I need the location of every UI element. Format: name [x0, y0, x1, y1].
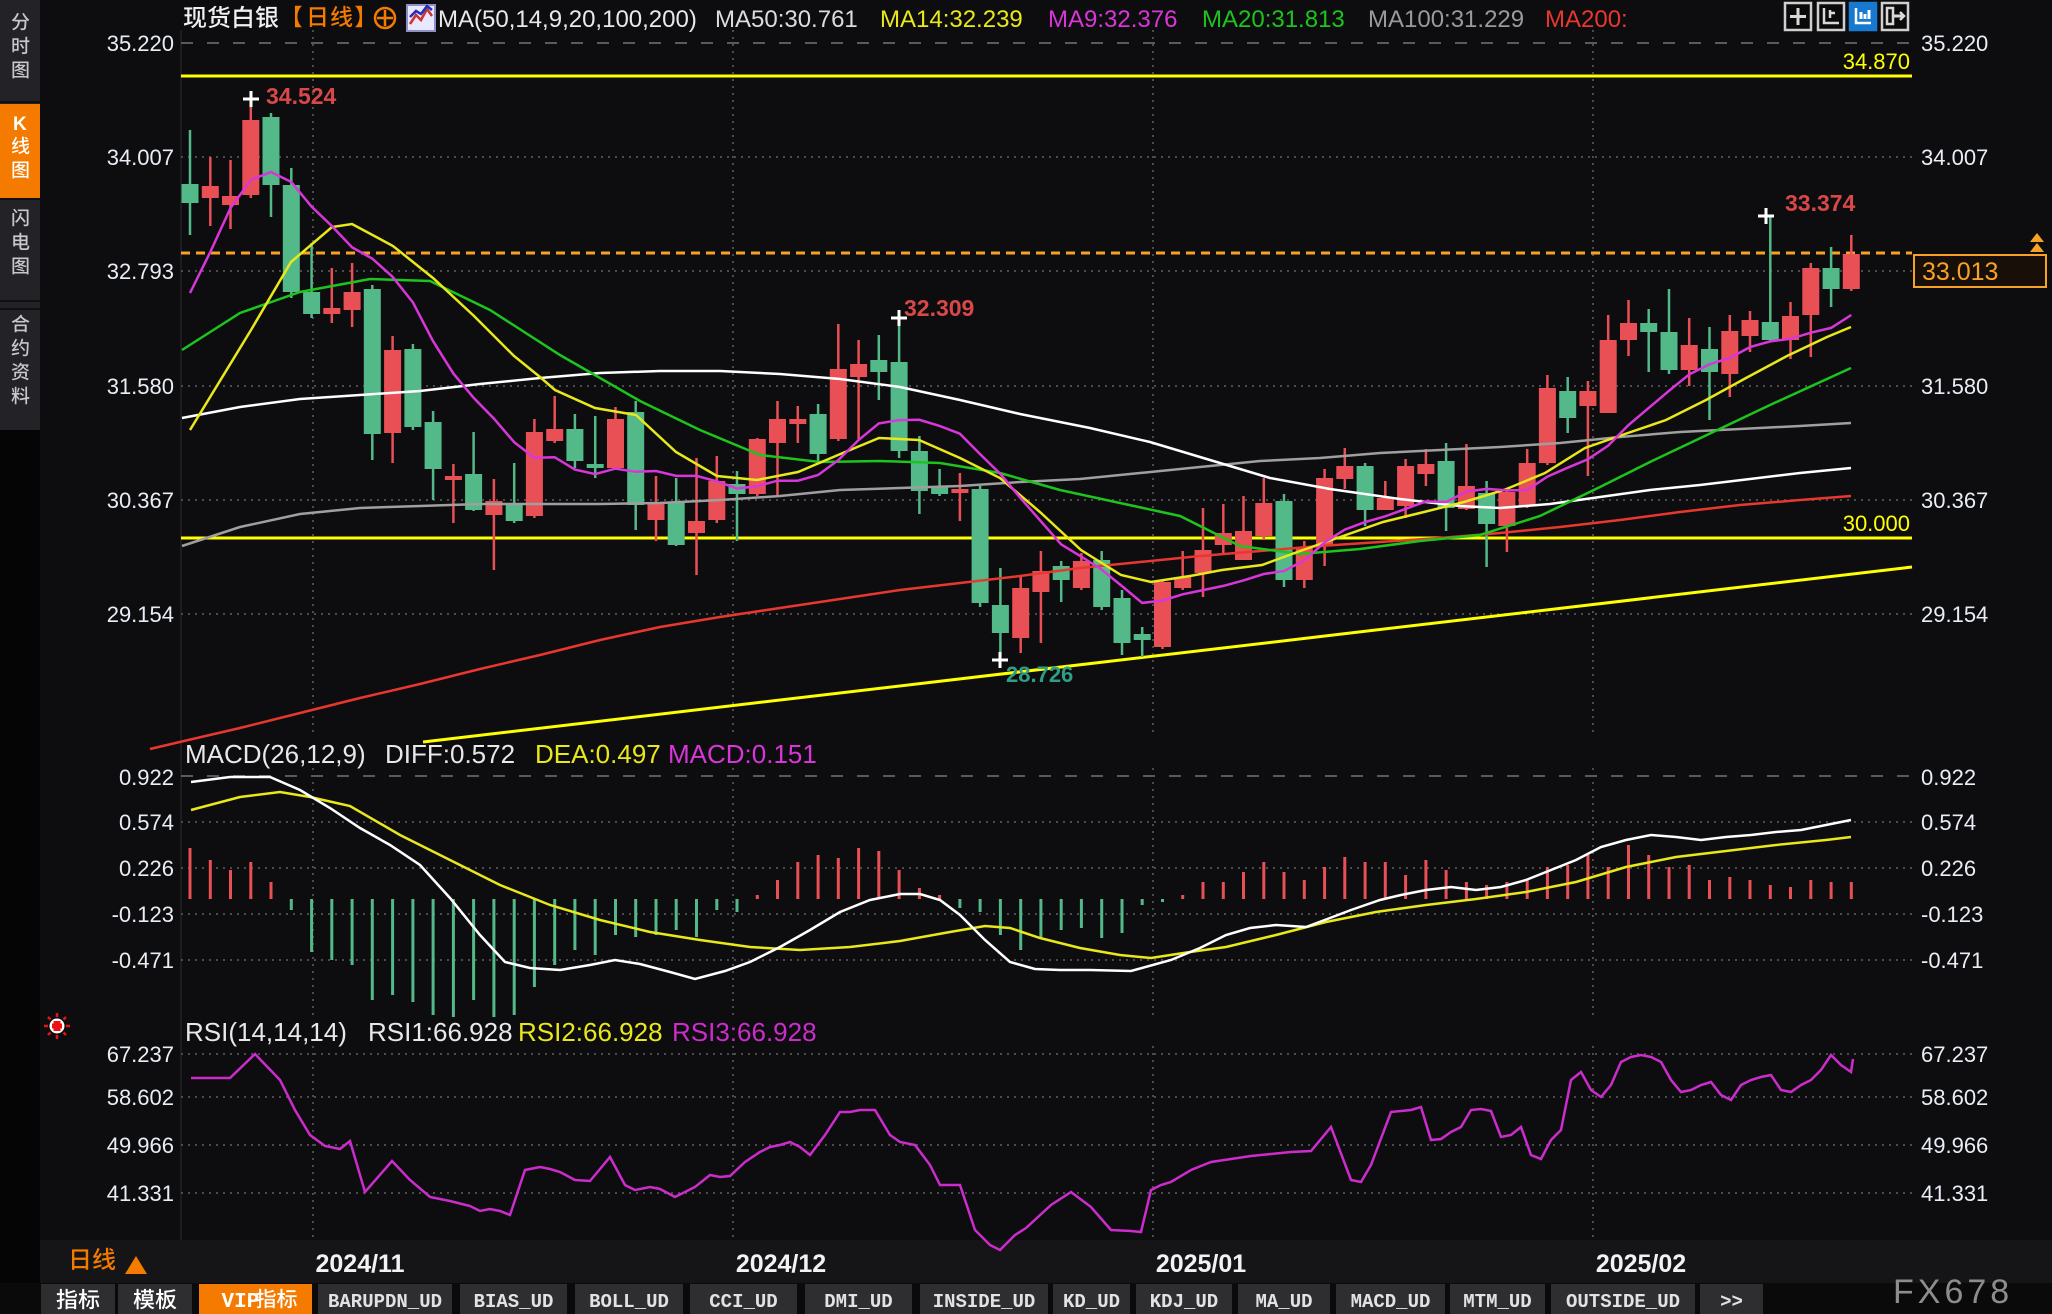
svg-text:INSIDE_UD: INSIDE_UD [933, 1291, 1036, 1313]
svg-text:0.922: 0.922 [119, 765, 174, 790]
svg-text:34.870: 34.870 [1843, 49, 1910, 74]
svg-text:>>: >> [1720, 1291, 1743, 1313]
svg-text:BIAS_UD: BIAS_UD [474, 1291, 554, 1313]
svg-text:0.574: 0.574 [1921, 810, 1976, 835]
svg-text:KDJ_UD: KDJ_UD [1150, 1291, 1218, 1313]
svg-text:2024/12: 2024/12 [736, 1250, 826, 1278]
svg-text:KD_UD: KD_UD [1063, 1291, 1120, 1313]
svg-text:33.374: 33.374 [1785, 190, 1856, 216]
svg-text:RSI2:66.928: RSI2:66.928 [518, 1017, 663, 1047]
svg-text:34.524: 34.524 [266, 83, 337, 109]
svg-text:VIP: VIP [222, 1291, 260, 1314]
svg-text:35.220: 35.220 [107, 31, 174, 56]
svg-text:32.309: 32.309 [904, 295, 974, 321]
svg-text:67.237: 67.237 [107, 1042, 174, 1067]
svg-text:MA50:30.761: MA50:30.761 [715, 6, 858, 33]
svg-text:28.726: 28.726 [1006, 662, 1073, 687]
svg-text:-0.471: -0.471 [112, 948, 174, 973]
svg-text:DMI_UD: DMI_UD [824, 1291, 892, 1313]
svg-text:DEA:0.497: DEA:0.497 [535, 739, 661, 769]
svg-text:MACD(26,12,9): MACD(26,12,9) [185, 739, 366, 769]
svg-text:2025/02: 2025/02 [1596, 1250, 1686, 1278]
svg-text:58.602: 58.602 [1921, 1085, 1988, 1110]
svg-text:K: K [13, 114, 27, 135]
svg-text:29.154: 29.154 [107, 602, 174, 627]
svg-text:BOLL_UD: BOLL_UD [589, 1291, 669, 1313]
svg-text:2025/01: 2025/01 [1156, 1250, 1246, 1278]
svg-text:MTM_UD: MTM_UD [1463, 1291, 1531, 1313]
svg-text:49.966: 49.966 [1921, 1133, 1988, 1158]
svg-text:MA_UD: MA_UD [1255, 1291, 1312, 1313]
svg-text:31.580: 31.580 [1921, 374, 1988, 399]
svg-text:MA14:32.239: MA14:32.239 [880, 6, 1023, 33]
svg-text:41.331: 41.331 [1921, 1181, 1988, 1206]
svg-text:MA100:31.229: MA100:31.229 [1368, 6, 1524, 33]
svg-text:RSI(14,14,14): RSI(14,14,14) [185, 1017, 347, 1047]
svg-text:0.574: 0.574 [119, 810, 174, 835]
svg-text:MA20:31.813: MA20:31.813 [1202, 6, 1345, 33]
svg-text:FX678: FX678 [1893, 1273, 2013, 1311]
svg-text:BARUPDN_UD: BARUPDN_UD [328, 1291, 442, 1313]
svg-text:0.226: 0.226 [1921, 856, 1976, 881]
svg-text:CCI_UD: CCI_UD [709, 1291, 777, 1313]
svg-text:34.007: 34.007 [1921, 145, 1988, 170]
svg-text:30.367: 30.367 [107, 488, 174, 513]
svg-text:41.331: 41.331 [107, 1181, 174, 1206]
svg-text:MACD:0.151: MACD:0.151 [668, 739, 817, 769]
svg-text:DIFF:0.572: DIFF:0.572 [385, 739, 515, 769]
svg-text:34.007: 34.007 [107, 145, 174, 170]
svg-text:MA9:32.376: MA9:32.376 [1048, 6, 1177, 33]
svg-text:58.602: 58.602 [107, 1085, 174, 1110]
svg-text:-0.123: -0.123 [112, 902, 174, 927]
svg-text:29.154: 29.154 [1921, 602, 1988, 627]
svg-text:RSI1:66.928: RSI1:66.928 [368, 1017, 513, 1047]
svg-text:MA200:: MA200: [1545, 6, 1628, 33]
svg-text:2024/11: 2024/11 [316, 1250, 405, 1278]
svg-text:33.013: 33.013 [1922, 258, 1998, 286]
svg-text:0.226: 0.226 [119, 856, 174, 881]
svg-text:MACD_UD: MACD_UD [1351, 1291, 1431, 1313]
svg-text:49.966: 49.966 [107, 1133, 174, 1158]
svg-text:OUTSIDE_UD: OUTSIDE_UD [1566, 1291, 1680, 1313]
svg-text:67.237: 67.237 [1921, 1042, 1988, 1067]
svg-text:MA(50,14,9,20,100,200): MA(50,14,9,20,100,200) [438, 6, 697, 33]
svg-text:-0.471: -0.471 [1921, 948, 1983, 973]
svg-text:0.922: 0.922 [1921, 765, 1976, 790]
svg-text:31.580: 31.580 [107, 374, 174, 399]
svg-text:30.000: 30.000 [1843, 511, 1910, 536]
svg-text:RSI3:66.928: RSI3:66.928 [672, 1017, 817, 1047]
svg-text:32.793: 32.793 [107, 259, 174, 284]
svg-text:35.220: 35.220 [1921, 31, 1988, 56]
svg-text:-0.123: -0.123 [1921, 902, 1983, 927]
svg-text:30.367: 30.367 [1921, 488, 1988, 513]
